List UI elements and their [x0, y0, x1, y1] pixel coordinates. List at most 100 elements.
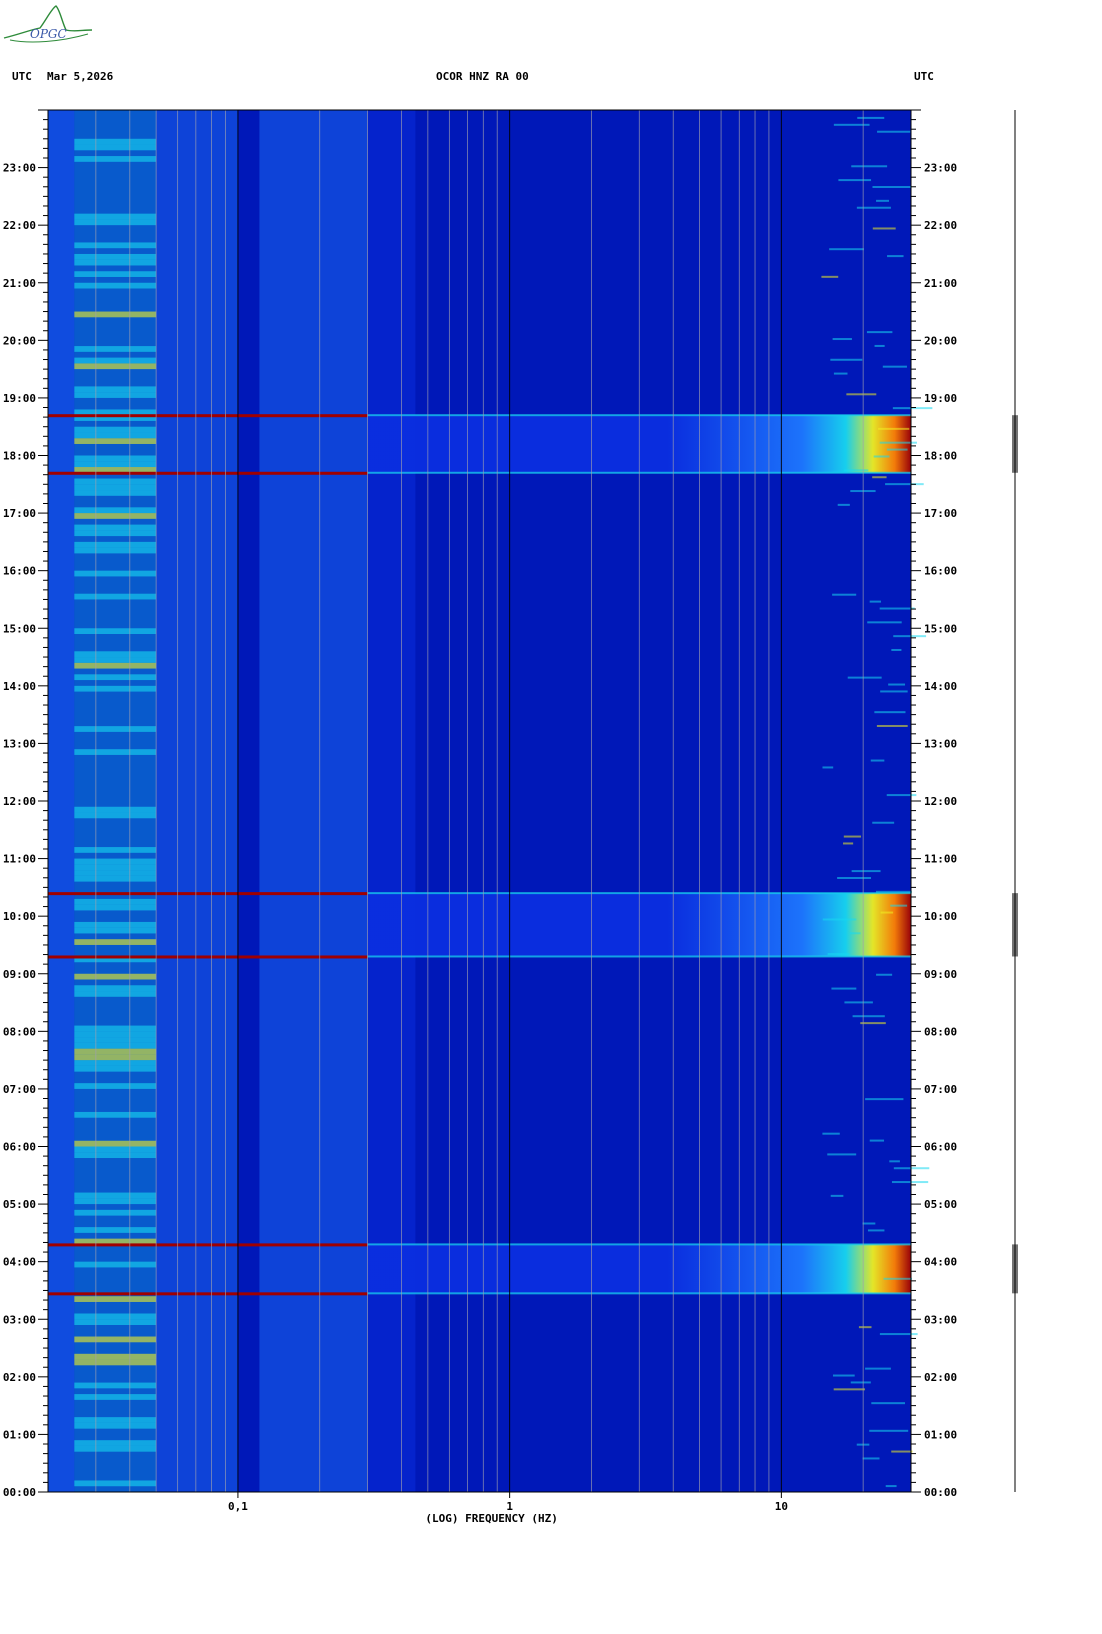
lf-streak — [74, 1480, 157, 1487]
hf-speckle — [880, 911, 894, 914]
hf-speckle — [888, 683, 906, 686]
y-tick-label-left: 09:00 — [3, 968, 36, 981]
lf-streak — [74, 1048, 157, 1055]
hf-speckle — [847, 676, 882, 679]
lf-streak — [74, 1146, 157, 1153]
hf-speckle — [880, 690, 908, 693]
y-tick-label-left: 05:00 — [3, 1198, 36, 1211]
hf-speckle — [852, 1015, 885, 1018]
lf-streak — [74, 749, 157, 755]
hf-speckle — [885, 1485, 897, 1488]
event-top-line-0 — [48, 1243, 368, 1247]
y-tick-label-right: 22:00 — [924, 219, 957, 232]
hf-speckle — [891, 648, 902, 651]
lf-streak — [74, 1359, 157, 1366]
y-tick-label-right: 19:00 — [924, 392, 957, 405]
hf-speckle — [860, 1022, 886, 1025]
y-tick-label-left: 16:00 — [3, 565, 36, 578]
hf-speckle — [887, 255, 904, 258]
lf-streak — [74, 1394, 157, 1400]
hf-speckle — [833, 372, 848, 375]
hf-speckle — [876, 973, 893, 976]
lf-streak — [74, 1238, 157, 1245]
lf-streak — [74, 973, 157, 980]
hf-speckle — [858, 1326, 872, 1329]
lf-streak — [74, 253, 157, 260]
lf-streak — [74, 991, 157, 997]
hf-speckle — [821, 275, 839, 278]
lf-streak — [74, 1313, 157, 1320]
y-tick-label-left: 15:00 — [3, 622, 36, 635]
lf-streak — [74, 1209, 157, 1216]
lf-streak — [74, 461, 157, 468]
lf-streak — [74, 685, 157, 692]
hf-speckle — [872, 227, 896, 230]
lf-streak — [74, 507, 157, 514]
y-tick-label-right: 21:00 — [924, 277, 957, 290]
hf-speckle — [872, 821, 895, 824]
hf-speckle — [874, 344, 885, 347]
lf-streak — [74, 1227, 157, 1233]
y-tick-label-right: 14:00 — [924, 680, 957, 693]
hf-speckle — [877, 130, 911, 133]
hf-speckle — [870, 759, 885, 762]
lf-streak — [74, 864, 157, 871]
lf-streak — [74, 1037, 157, 1043]
lf-streak — [74, 1382, 157, 1389]
hf-speckle — [879, 607, 915, 610]
y-tick-label-left: 00:00 — [3, 1486, 36, 1499]
hf-speckle — [862, 1457, 880, 1460]
y-tick-label-left: 22:00 — [3, 219, 36, 232]
y-tick-label-right: 23:00 — [924, 162, 957, 175]
y-tick-label-left: 01:00 — [3, 1428, 36, 1441]
hf-speckle — [869, 600, 881, 603]
hf-speckle — [857, 116, 885, 119]
hf-speckle — [838, 179, 872, 182]
lf-streak — [74, 219, 157, 226]
y-tick-label-left: 19:00 — [3, 392, 36, 405]
y-tick-label-right: 08:00 — [924, 1025, 957, 1038]
lf-streak — [74, 541, 157, 548]
lf-streak — [74, 1054, 157, 1061]
hf-speckle — [832, 338, 852, 341]
lf-streak — [74, 726, 157, 732]
hf-speckle — [879, 1333, 918, 1336]
hf-speckle — [867, 1229, 885, 1232]
hf-speckle — [867, 621, 902, 624]
lf-streak — [74, 657, 157, 663]
y-tick-label-left: 13:00 — [3, 737, 36, 750]
hf-speckle — [843, 469, 869, 472]
background-band-0 — [48, 110, 75, 1492]
hf-speckle — [878, 427, 910, 430]
y-tick-label-left: 11:00 — [3, 853, 36, 866]
y-tick-label-left: 04:00 — [3, 1256, 36, 1269]
y-tick-label-right: 05:00 — [924, 1198, 957, 1211]
lf-streak — [74, 628, 157, 635]
hf-speckle — [822, 766, 834, 769]
lf-streak — [74, 870, 157, 876]
lf-streak — [74, 138, 157, 145]
y-tick-label-left: 23:00 — [3, 162, 36, 175]
hf-speckle — [871, 1402, 906, 1405]
lf-streak — [74, 1192, 157, 1199]
lf-streak — [74, 426, 157, 433]
lf-streak — [74, 651, 157, 658]
event-bottom-line-1 — [48, 955, 368, 959]
hf-speckle — [874, 711, 906, 714]
y-tick-label-right: 00:00 — [924, 1486, 957, 1499]
hf-speckle — [856, 206, 891, 209]
hf-speckle — [866, 331, 893, 334]
lf-streak — [74, 1065, 157, 1072]
lf-streak — [74, 674, 157, 681]
hf-speckle — [876, 724, 908, 727]
y-tick-label-right: 18:00 — [924, 450, 957, 463]
lf-streak — [74, 271, 157, 277]
hf-speckle — [862, 1222, 876, 1225]
right-timezone-label: UTC — [914, 70, 934, 83]
hf-speckle — [843, 835, 862, 838]
seismogram-burst-1 — [1012, 893, 1018, 957]
hf-speckle — [872, 476, 887, 479]
y-tick-label-right: 01:00 — [924, 1428, 957, 1441]
y-tick-label-right: 09:00 — [924, 968, 957, 981]
